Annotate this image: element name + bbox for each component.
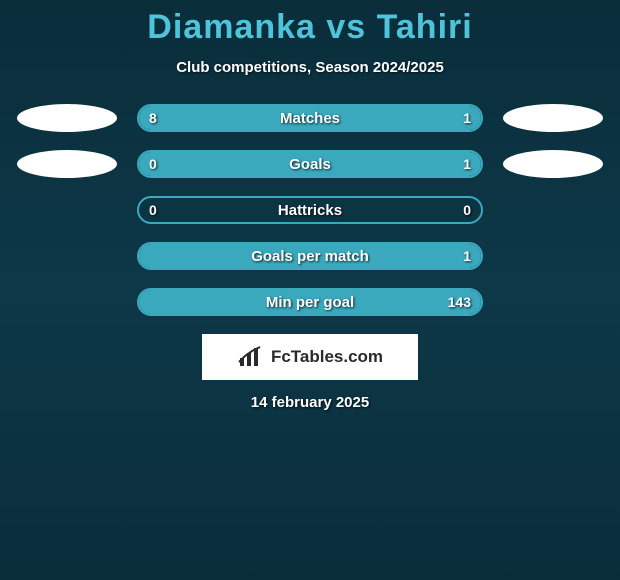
player1-avatar xyxy=(17,104,117,132)
subtitle: Club competitions, Season 2024/2025 xyxy=(0,59,620,76)
avatar-slot-left xyxy=(17,288,117,316)
date-label: 14 february 2025 xyxy=(0,394,620,411)
avatar-slot-right xyxy=(503,150,603,178)
avatar-slot-right xyxy=(503,288,603,316)
stat-row: 00Hattricks xyxy=(0,196,620,224)
player2-name: Tahiri xyxy=(377,8,473,46)
stat-bar: 81Matches xyxy=(137,104,483,132)
stat-label: Hattricks xyxy=(139,198,481,222)
stat-rows: 81Matches 01Goals 00Hattricks 1Goals per ma… xyxy=(0,104,620,316)
stat-row: 1Goals per match xyxy=(0,242,620,270)
stat-bar: 01Goals xyxy=(137,150,483,178)
comparison-card: Diamanka vs Tahiri Club competitions, Se… xyxy=(0,0,620,411)
vs-label: vs xyxy=(326,8,366,46)
logo-band[interactable]: FcTables.com xyxy=(202,334,418,380)
avatar-slot-right xyxy=(503,242,603,270)
avatar-slot-left xyxy=(17,150,117,178)
stat-label: Goals per match xyxy=(139,244,481,268)
stat-row: 81Matches xyxy=(0,104,620,132)
stat-row: 143Min per goal xyxy=(0,288,620,316)
avatar-slot-left xyxy=(17,196,117,224)
stat-bar: 1Goals per match xyxy=(137,242,483,270)
stat-label: Matches xyxy=(139,106,481,130)
page-title: Diamanka vs Tahiri xyxy=(0,8,620,47)
chart-icon xyxy=(237,346,265,368)
avatar-slot-left xyxy=(17,242,117,270)
avatar-slot-right xyxy=(503,196,603,224)
player1-avatar xyxy=(17,150,117,178)
stat-bar: 143Min per goal xyxy=(137,288,483,316)
player2-avatar xyxy=(503,104,603,132)
stat-row: 01Goals xyxy=(0,150,620,178)
avatar-slot-right xyxy=(503,104,603,132)
player1-name: Diamanka xyxy=(147,8,316,46)
stat-bar: 00Hattricks xyxy=(137,196,483,224)
player2-avatar xyxy=(503,150,603,178)
stat-label: Min per goal xyxy=(139,290,481,314)
avatar-slot-left xyxy=(17,104,117,132)
logo-text: FcTables.com xyxy=(271,347,383,367)
stat-label: Goals xyxy=(139,152,481,176)
